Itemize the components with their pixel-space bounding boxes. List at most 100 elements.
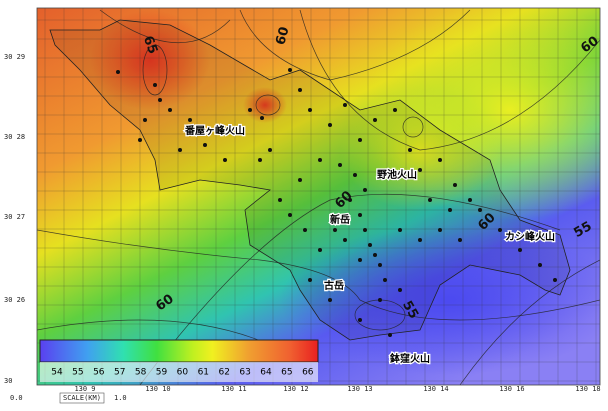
station-dot <box>333 228 337 232</box>
station-dot <box>258 158 262 162</box>
station-dot <box>278 198 282 202</box>
colorbar-tick-label: 56 <box>93 368 105 378</box>
scale-end: 1.0 <box>114 394 127 402</box>
station-dot <box>358 213 362 217</box>
scale-start: 0.0 <box>10 394 23 402</box>
place-label: 鉢窪火山 <box>390 352 430 365</box>
station-dot <box>303 228 307 232</box>
lon-label: 130 11 <box>221 385 246 393</box>
station-dot <box>358 318 362 322</box>
colorbar-tick-label: 62 <box>218 368 229 378</box>
station-dot <box>188 118 192 122</box>
lon-label: 130 9 <box>74 385 95 393</box>
lon-label: 130 14 <box>423 385 448 393</box>
station-dot <box>468 198 472 202</box>
station-dot <box>268 148 272 152</box>
station-dot <box>358 258 362 262</box>
station-dot <box>368 243 372 247</box>
colorbar-tick-label: 63 <box>239 368 250 378</box>
station-dot <box>203 143 207 147</box>
lat-label: 30 <box>4 377 12 385</box>
station-dot <box>553 278 557 282</box>
station-dot <box>143 118 147 122</box>
station-dot <box>393 108 397 112</box>
lon-label: 130 12 <box>283 385 308 393</box>
station-dot <box>373 118 377 122</box>
place-label: 古岳 <box>324 279 344 292</box>
colorbar-tick-label: 64 <box>260 368 272 378</box>
station-dot <box>518 248 522 252</box>
station-dot <box>498 228 502 232</box>
station-dot <box>298 88 302 92</box>
colorbar-tick-label: 57 <box>114 368 125 378</box>
station-dot <box>318 158 322 162</box>
station-dot <box>328 298 332 302</box>
station-dot <box>116 70 120 74</box>
station-dot <box>308 108 312 112</box>
station-dot <box>378 263 382 267</box>
station-dot <box>178 148 182 152</box>
lat-label: 30 26 <box>4 296 25 304</box>
field <box>37 0 608 385</box>
place-label: 新岳 <box>330 213 350 226</box>
lat-label: 30 29 <box>4 53 25 61</box>
station-dot <box>223 158 227 162</box>
station-dot <box>298 178 302 182</box>
lon-label: 130 18 <box>575 385 600 393</box>
station-dot <box>538 263 542 267</box>
station-dot <box>308 278 312 282</box>
lon-label: 130 16 <box>499 385 524 393</box>
station-dot <box>153 83 157 87</box>
station-dot <box>363 188 367 192</box>
colorbar <box>40 340 318 362</box>
colorbar-tick-label: 54 <box>51 368 63 378</box>
colorbar-tick-label: 55 <box>72 368 83 378</box>
station-dot <box>318 248 322 252</box>
station-dot <box>358 138 362 142</box>
colorbar-tick-label: 66 <box>302 368 314 378</box>
station-dot <box>438 158 442 162</box>
station-dot <box>343 103 347 107</box>
map-view: 0.0 SCALE(KM) 1.0 30 29 30 28 30 27 30 26 30… <box>0 0 608 407</box>
place-label: カシ峰火山 <box>505 230 555 243</box>
scale-label: SCALE(KM) <box>63 394 101 402</box>
station-dot <box>458 238 462 242</box>
station-dot <box>453 183 457 187</box>
station-dot <box>158 98 162 102</box>
station-dot <box>478 208 482 212</box>
lat-label: 30 27 <box>4 213 25 221</box>
station-dot <box>398 288 402 292</box>
station-dot <box>383 278 387 282</box>
colorbar-tick-label: 58 <box>135 368 147 378</box>
station-dot <box>343 238 347 242</box>
station-dot <box>288 213 292 217</box>
station-dot <box>288 68 292 72</box>
station-dot <box>353 173 357 177</box>
colorbar-tick-label: 59 <box>156 368 168 378</box>
station-dot <box>363 228 367 232</box>
station-dot <box>168 108 172 112</box>
lon-label: 130 13 <box>347 385 372 393</box>
place-label: 野池火山 <box>377 168 417 181</box>
lon-label: 130 10 <box>145 385 170 393</box>
station-dot <box>438 228 442 232</box>
station-dot <box>378 298 382 302</box>
lat-label: 30 28 <box>4 133 25 141</box>
station-dot <box>408 148 412 152</box>
station-dot <box>418 238 422 242</box>
station-dot <box>260 116 264 120</box>
station-dot <box>418 168 422 172</box>
station-dot <box>338 163 342 167</box>
station-dot <box>328 123 332 127</box>
colorbar-tick-label: 65 <box>281 368 292 378</box>
place-label: 番屋ヶ峰火山 <box>184 124 245 137</box>
station-dot <box>248 108 252 112</box>
station-dot <box>138 138 142 142</box>
colorbar-tick-label: 60 <box>177 368 189 378</box>
station-dot <box>388 333 392 337</box>
station-dot <box>428 198 432 202</box>
station-dot <box>398 228 402 232</box>
station-dot <box>448 208 452 212</box>
station-dot <box>373 253 377 257</box>
colorbar-tick-label: 61 <box>198 368 209 378</box>
